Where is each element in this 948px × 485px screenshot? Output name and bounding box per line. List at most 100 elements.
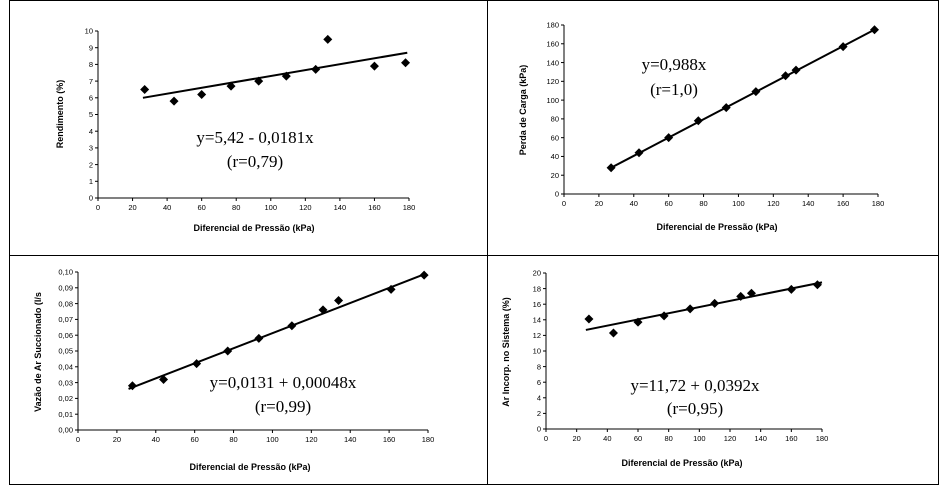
- y-tick-label: 0,07: [58, 315, 73, 324]
- x-tick-label: 40: [630, 199, 638, 208]
- x-tick-label: 140: [334, 203, 347, 212]
- x-tick-label: 160: [383, 435, 396, 444]
- chart-rendimento: 0 20 40 60 80 100 120 140 160 180 0 1 2 3 4 5 6 7 8 9 10 Dife…: [55, 27, 415, 233]
- data-point: [192, 359, 202, 369]
- y-tick-label: 20: [533, 269, 541, 278]
- data-point: [386, 284, 396, 294]
- y-tick-label: 0,09: [58, 284, 73, 293]
- data-point: [223, 346, 233, 356]
- data-point: [693, 116, 703, 126]
- data-point: [254, 333, 264, 343]
- data-point: [791, 65, 801, 75]
- y-tick-label: 14: [533, 316, 541, 325]
- x-tick-label: 160: [368, 203, 381, 212]
- regression-equation: y=0,988x: [642, 55, 707, 74]
- data-point: [169, 96, 179, 106]
- trend-line: [142, 51, 408, 99]
- data-point: [721, 103, 731, 113]
- trend-line: [608, 27, 877, 170]
- x-tick-label: 120: [299, 203, 312, 212]
- data-point: [369, 61, 379, 71]
- y-tick-label: 120: [546, 77, 559, 86]
- x-tick-label: 140: [754, 434, 767, 443]
- y-tick-label: 180: [546, 21, 559, 30]
- x-axis-label: Diferencial de Pressão (kPa): [193, 223, 314, 233]
- data-point: [781, 71, 791, 81]
- chart-ar-incorporado: 0 20 40 60 80 100 120 140 160 180 0 2 4 6 8 10 12 14 16 18 2…: [501, 269, 828, 468]
- x-tick-label: 180: [403, 203, 416, 212]
- y-tick-label: 0: [89, 194, 93, 203]
- y-tick-label: 7: [89, 77, 93, 86]
- regression-equation: y=11,72 + 0,0392x: [630, 376, 760, 395]
- y-tick-label: 0,00: [58, 426, 73, 435]
- y-axis-label: Vazão de Ar Succionado (l/s: [33, 292, 43, 412]
- y-tick-label: 6: [89, 94, 93, 103]
- data-point: [659, 311, 669, 321]
- y-tick-label: 60: [551, 133, 559, 142]
- x-tick-label: 60: [634, 434, 642, 443]
- data-point: [197, 89, 207, 99]
- x-tick-label: 100: [265, 203, 278, 212]
- data-point: [334, 295, 344, 305]
- x-tick-label: 160: [837, 199, 850, 208]
- x-tick-label: 20: [572, 434, 580, 443]
- data-point: [318, 305, 328, 315]
- data-point: [127, 381, 137, 391]
- correlation-coefficient: (r=0,99): [255, 397, 311, 416]
- y-tick-label: 80: [551, 115, 559, 124]
- x-tick-label: 180: [816, 434, 829, 443]
- y-tick-label: 0,02: [58, 394, 73, 403]
- y-tick-label: 0,01: [58, 410, 73, 419]
- trend-line: [128, 272, 427, 390]
- data-point: [254, 76, 264, 86]
- data-point: [812, 280, 822, 290]
- data-point: [751, 87, 761, 97]
- y-tick-label: 40: [551, 152, 559, 161]
- y-tick-label: 0,06: [58, 331, 73, 340]
- x-tick-label: 60: [190, 435, 198, 444]
- y-tick-label: 0,05: [58, 347, 73, 356]
- correlation-coefficient: (r=0,79): [227, 152, 283, 171]
- y-tick-label: 6: [537, 378, 541, 387]
- correlation-coefficient: (r=0,95): [667, 399, 723, 418]
- x-tick-label: 180: [422, 435, 435, 444]
- x-tick-label: 20: [128, 203, 136, 212]
- y-tick-label: 20: [551, 171, 559, 180]
- x-tick-label: 80: [699, 199, 707, 208]
- chart-perda-de-carga: 0 20 40 60 80 100 120 140 160 180 0 20 40 60 80 100 120 1…: [518, 21, 884, 232]
- correlation-coefficient: (r=1,0): [650, 80, 698, 99]
- y-tick-label: 3: [89, 144, 93, 153]
- x-axis-label: Diferencial de Pressão (kPa): [189, 462, 310, 472]
- y-tick-label: 5: [89, 110, 93, 119]
- regression-equation: y=5,42 - 0,0181x: [196, 128, 314, 147]
- x-tick-label: 40: [152, 435, 160, 444]
- y-tick-label: 2: [89, 160, 93, 169]
- data-point: [736, 291, 746, 301]
- y-tick-label: 12: [533, 331, 541, 340]
- data-point: [287, 321, 297, 331]
- y-axis-label: Rendimento (%): [55, 80, 65, 149]
- data-point: [786, 284, 796, 294]
- y-tick-label: 100: [546, 96, 559, 105]
- y-tick-label: 9: [89, 43, 93, 52]
- y-tick-label: 0,10: [58, 268, 73, 277]
- data-point: [710, 298, 720, 308]
- y-tick-label: 140: [546, 58, 559, 67]
- data-point: [311, 64, 321, 74]
- x-tick-label: 0: [76, 435, 80, 444]
- data-point: [746, 288, 756, 298]
- chart-vazao-de-ar: 0 20 40 60 80 100 120 140 160 180 0,00 0,01 0,02 0,03…: [33, 268, 434, 472]
- regression-equation: y=0,0131 + 0,00048x: [210, 373, 357, 392]
- data-point: [419, 270, 429, 280]
- x-tick-label: 120: [767, 199, 780, 208]
- y-tick-label: 2: [537, 409, 541, 418]
- y-tick-label: 10: [85, 27, 93, 36]
- y-tick-label: 18: [533, 284, 541, 293]
- x-tick-label: 40: [163, 203, 171, 212]
- y-tick-label: 10: [533, 347, 541, 356]
- data-point: [584, 314, 594, 324]
- data-point: [664, 133, 674, 143]
- y-tick-label: 4: [537, 394, 541, 403]
- x-tick-label: 0: [96, 203, 100, 212]
